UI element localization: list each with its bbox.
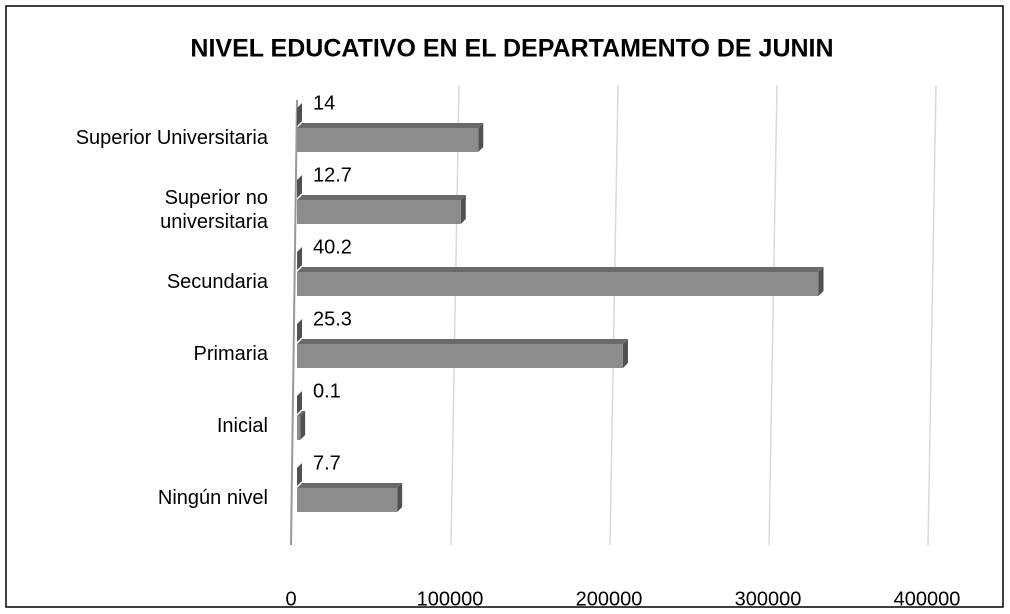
bar-side [622, 339, 628, 368]
bar-top [297, 123, 484, 128]
data-label: 25.3 [313, 308, 352, 330]
bar-side [297, 103, 303, 126]
bar-side [300, 411, 306, 440]
bar [297, 128, 479, 152]
bar-side [297, 391, 303, 414]
bar-top [297, 411, 306, 416]
x-tick-label: 400000 [894, 588, 961, 610]
data-label: 12.7 [313, 164, 352, 186]
x-tick-label: 0 [285, 588, 296, 610]
bar-top [297, 103, 303, 108]
data-label: 0.1 [313, 380, 341, 402]
bar-top [297, 247, 303, 252]
bar-top [297, 483, 403, 488]
data-label: 14 [313, 92, 335, 114]
bar-side [818, 267, 824, 296]
bar-side [460, 195, 466, 224]
bar-top [297, 267, 824, 272]
grid-line [927, 84, 937, 546]
bar-top [297, 319, 303, 324]
bar [297, 416, 301, 440]
bar-top [297, 195, 466, 200]
chart-frame [5, 5, 1004, 608]
grid-line [609, 84, 619, 546]
bar-top [297, 339, 628, 344]
bar-side [297, 247, 303, 270]
bar [297, 488, 398, 512]
y-tick-label: Secundaria [166, 271, 268, 293]
y-tick-label: Superior no universitaria [160, 187, 268, 233]
bar-side [297, 463, 303, 486]
bar [297, 200, 461, 224]
y-axis [290, 99, 298, 546]
y-tick-label: Primaria [193, 343, 268, 365]
bar-top [297, 463, 303, 468]
y-tick-label: Inicial [216, 415, 268, 437]
y-tick-label: Ningún nivel [157, 487, 268, 509]
bar [297, 344, 623, 368]
bar-side [478, 123, 484, 152]
bar-side [297, 175, 303, 198]
chart-title: NIVEL EDUCATIVO EN EL DEPARTAMENTO DE JU… [190, 35, 833, 63]
bar-side [397, 483, 403, 512]
bar-side [297, 319, 303, 342]
x-tick-label: 300000 [735, 588, 802, 610]
grid-line [450, 84, 460, 546]
grid-line [768, 84, 778, 546]
bar-top [297, 391, 303, 396]
bar [297, 272, 819, 296]
y-tick-label: Superior Universitaria [75, 127, 268, 149]
data-label: 40.2 [313, 236, 352, 258]
data-label: 7.7 [313, 452, 341, 474]
x-tick-label: 100000 [417, 588, 484, 610]
x-tick-label: 200000 [576, 588, 643, 610]
bar-top [297, 175, 303, 180]
